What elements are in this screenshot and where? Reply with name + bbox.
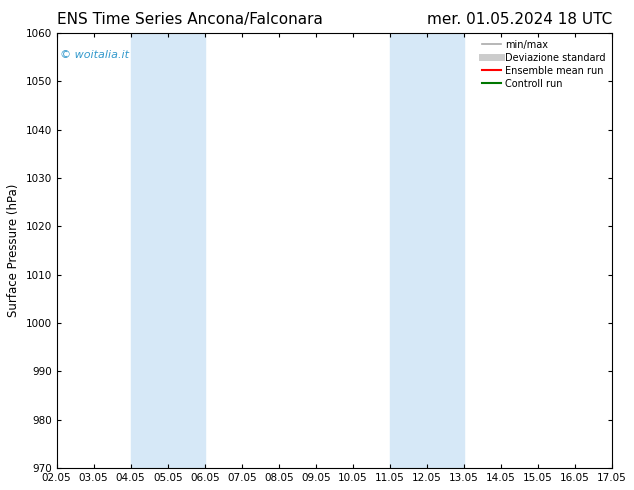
Text: mer. 01.05.2024 18 UTC: mer. 01.05.2024 18 UTC [427,12,612,27]
Legend: min/max, Deviazione standard, Ensemble mean run, Controll run: min/max, Deviazione standard, Ensemble m… [479,38,607,91]
Text: © woitalia.it: © woitalia.it [60,50,129,60]
Bar [131,33,205,468]
Y-axis label: Surface Pressure (hPa): Surface Pressure (hPa) [7,184,20,318]
Bar [390,33,464,468]
Text: ENS Time Series Ancona/Falconara: ENS Time Series Ancona/Falconara [56,12,323,27]
